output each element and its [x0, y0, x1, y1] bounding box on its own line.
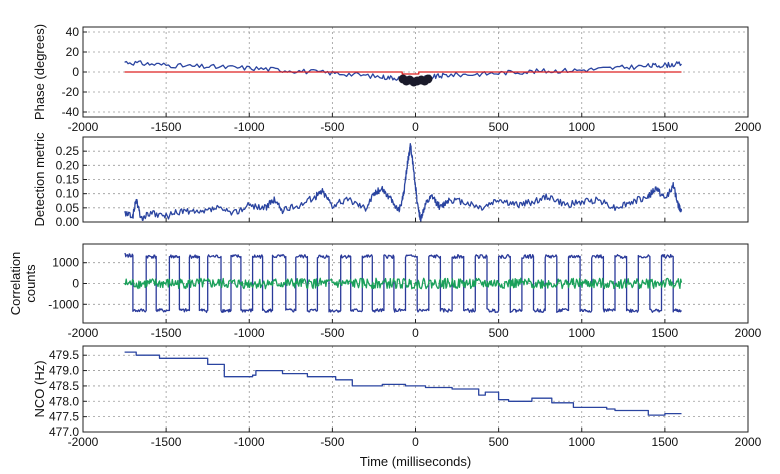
panel4-xtick-label-8: 2000	[735, 435, 762, 449]
panel2-ytick-label-5: 0.25	[56, 144, 80, 158]
panel3-series-1	[124, 252, 682, 314]
panel4-ytick-label-5: 479.5	[49, 348, 79, 362]
panel3-xtick-label-8: 2000	[735, 326, 762, 340]
panel4-xtick-label-7: 1500	[652, 435, 679, 449]
panel3-xtick-label-3: -500	[320, 326, 344, 340]
panel3-xtick-label-1: -1500	[151, 326, 182, 340]
panel3-xtick-label-5: 500	[489, 326, 509, 340]
panel4-xtick-label-1: -1500	[151, 435, 182, 449]
panel4-ytick-label-2: 478.0	[49, 394, 79, 408]
panel1-ylabel: Phase (degrees)	[32, 24, 47, 120]
panel2-ytick-label-3: 0.15	[56, 173, 80, 187]
panel1-ytick-label-0: -40	[62, 105, 80, 119]
panel3-ytick-label-2: 1000	[52, 256, 79, 270]
panel1-ytick-label-2: 0	[72, 65, 79, 79]
panel1-xtick-label-4: 0	[412, 120, 419, 134]
panel1-xtick-label-6: 1000	[568, 120, 595, 134]
panel3-xtick-label-2: -1000	[234, 326, 265, 340]
panel3-ytick-label-1: 0	[72, 277, 79, 291]
panel4-ytick-label-0: 477.0	[49, 425, 79, 439]
panel4-xtick-label-2: -1000	[234, 435, 265, 449]
panel1-xtick-label-1: -1500	[151, 120, 182, 134]
panel3-ytick-label-0: -1000	[48, 297, 79, 311]
panel3-series-2	[124, 277, 683, 290]
panel4-ytick-label-1: 477.5	[49, 410, 79, 424]
panel2-ytick-label-0: 0.00	[56, 215, 80, 229]
panel4-series-1	[124, 351, 682, 416]
panel1-xtick-label-0: -2000	[68, 120, 99, 134]
panel3-xtick-label-7: 1500	[652, 326, 679, 340]
panel1-ytick-label-4: 40	[66, 25, 80, 39]
panel3-xtick-label-6: 1000	[568, 326, 595, 340]
panel4-ytick-label-4: 479.0	[49, 364, 79, 378]
panel2-ylabel: Detection metric	[32, 132, 47, 226]
panel1-ytick-label-3: 20	[66, 45, 80, 59]
panel2-ytick-label-1: 0.05	[56, 201, 80, 215]
panel4-ytick-label-3: 478.5	[49, 379, 79, 393]
panel4-ylabel: NCO (Hz)	[32, 360, 47, 417]
panel1-series-2	[124, 71, 682, 75]
panel1-xtick-label-5: 500	[489, 120, 509, 134]
panel3-xtick-label-4: 0	[412, 326, 419, 340]
panel2-ytick-label-2: 0.10	[56, 187, 80, 201]
panel4-xtick-label-5: 500	[489, 435, 509, 449]
panel4-xtick-label-6: 1000	[568, 435, 595, 449]
panel1-marker-7	[423, 74, 433, 84]
panel1-xtick-label-8: 2000	[735, 120, 762, 134]
panel3-ylabel: Correlationcounts	[8, 252, 38, 316]
panel1-ytick-label-1: -20	[62, 85, 80, 99]
panel4-xtick-label-3: -500	[320, 435, 344, 449]
panel1-xtick-label-3: -500	[320, 120, 344, 134]
panel1-xtick-label-2: -1000	[234, 120, 265, 134]
panel1-xtick-label-7: 1500	[652, 120, 679, 134]
panel4-xtick-label-4: 0	[412, 435, 419, 449]
panel2-series-1	[124, 143, 683, 223]
panel2-ytick-label-4: 0.20	[56, 158, 80, 172]
panel4-xtick-label-0: -2000	[68, 435, 99, 449]
panel3-xtick-label-0: -2000	[68, 326, 99, 340]
x-axis-label: Time (milliseconds)	[360, 454, 471, 469]
